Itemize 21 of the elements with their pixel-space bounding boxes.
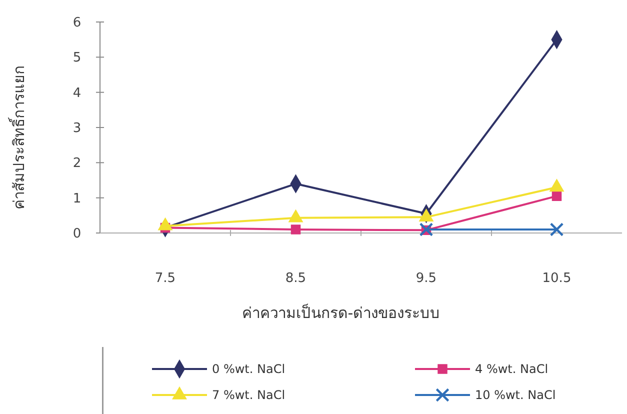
x-tick-label: 7.5 bbox=[154, 271, 176, 286]
point bbox=[552, 191, 562, 201]
x-tick-label: 8.5 bbox=[285, 271, 306, 286]
point bbox=[419, 222, 434, 236]
y-tick-label: 6 bbox=[72, 16, 82, 31]
y-tick-label: 4 bbox=[72, 86, 82, 101]
x-tick-label: 10.5 bbox=[542, 271, 572, 286]
y-axis-title: ค่าสัมประสิทธิ์การแยก bbox=[8, 66, 28, 210]
legend-label: 7 %wt. NaCl bbox=[212, 388, 286, 402]
legend-label: 4 %wt. NaCl bbox=[475, 362, 548, 376]
x-tick-label: 9.5 bbox=[416, 271, 437, 286]
y-tick-label: 2 bbox=[72, 156, 82, 172]
y-tick-label: 0 bbox=[72, 226, 82, 242]
y-tick-label: 5 bbox=[72, 50, 82, 66]
legend-label: 10 %wt. NaCl bbox=[475, 388, 556, 402]
y-tick-label: 1 bbox=[72, 191, 82, 206]
y-tick-label: 3 bbox=[72, 121, 82, 136]
x-axis-title: ค่าความเป็นกรด-ด่างของระบบ bbox=[242, 303, 440, 322]
legend-label: 0 %wt. NaCl bbox=[212, 362, 286, 376]
point bbox=[290, 224, 301, 234]
point bbox=[550, 222, 564, 236]
